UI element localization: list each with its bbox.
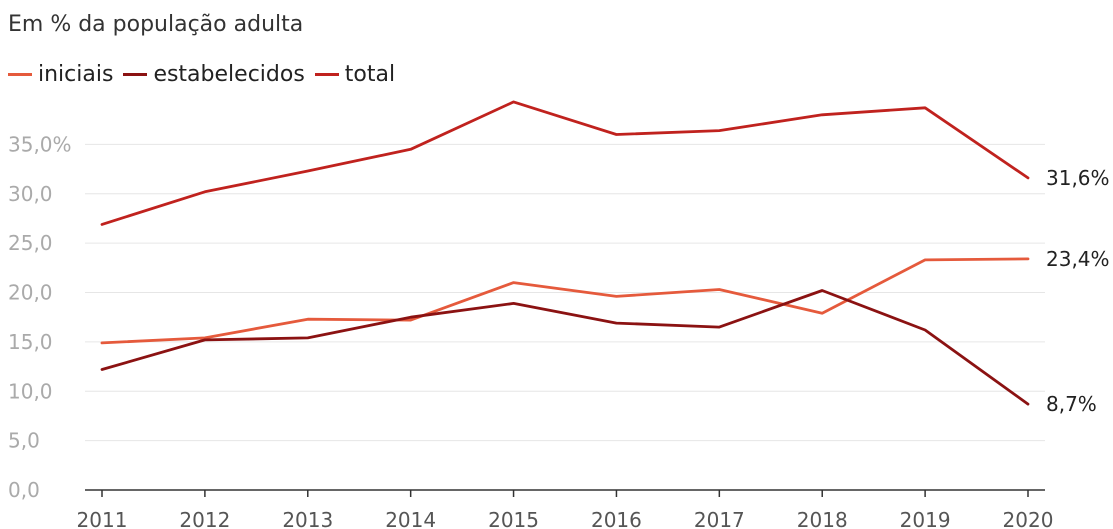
y-tick-label: 10,0 xyxy=(8,379,53,403)
legend-swatch-total xyxy=(314,73,339,76)
end-label-total: 31,6% xyxy=(1046,166,1110,190)
x-tick-label: 2012 xyxy=(179,508,230,529)
x-tick-label: 2019 xyxy=(900,508,951,529)
x-tick-label: 2011 xyxy=(77,508,128,529)
y-tick-label: 20,0 xyxy=(8,281,53,305)
series-line-total xyxy=(100,100,1030,226)
y-tick-label: 0,0 xyxy=(8,478,40,502)
y-tick-label: 30,0 xyxy=(8,182,53,206)
x-tick-label: 2013 xyxy=(282,508,333,529)
end-label-estabelecidos: 8,7% xyxy=(1046,392,1097,416)
series-line-iniciais xyxy=(100,257,1030,345)
series-line-estabelecidos xyxy=(100,289,1030,406)
legend-item-estabelecidos: estabelecidos xyxy=(123,62,305,87)
y-tick-label: 35,0% xyxy=(8,132,72,156)
y-tick-label: 5,0 xyxy=(8,429,40,453)
legend-label-estabelecidos: estabelecidos xyxy=(153,62,305,87)
legend-label-iniciais: iniciais xyxy=(38,62,114,87)
legend-label-total: total xyxy=(344,62,396,87)
x-tick-label: 2016 xyxy=(591,508,642,529)
x-tick-label: 2018 xyxy=(797,508,848,529)
legend: iniciais estabelecidos total xyxy=(8,62,405,87)
x-tick-label: 2020 xyxy=(1003,508,1054,529)
legend-item-total: total xyxy=(314,62,396,87)
end-label-iniciais: 23,4% xyxy=(1046,247,1110,271)
legend-swatch-estabelecidos xyxy=(123,73,148,76)
x-tick-label: 2015 xyxy=(488,508,539,529)
chart-subtitle: Em % da população adulta xyxy=(8,12,304,37)
y-tick-label: 25,0 xyxy=(8,231,53,255)
legend-item-iniciais: iniciais xyxy=(8,62,113,87)
x-tick-label: 2017 xyxy=(694,508,745,529)
x-tick-label: 2014 xyxy=(385,508,436,529)
y-tick-label: 15,0 xyxy=(8,330,53,354)
legend-swatch-iniciais xyxy=(8,73,32,76)
